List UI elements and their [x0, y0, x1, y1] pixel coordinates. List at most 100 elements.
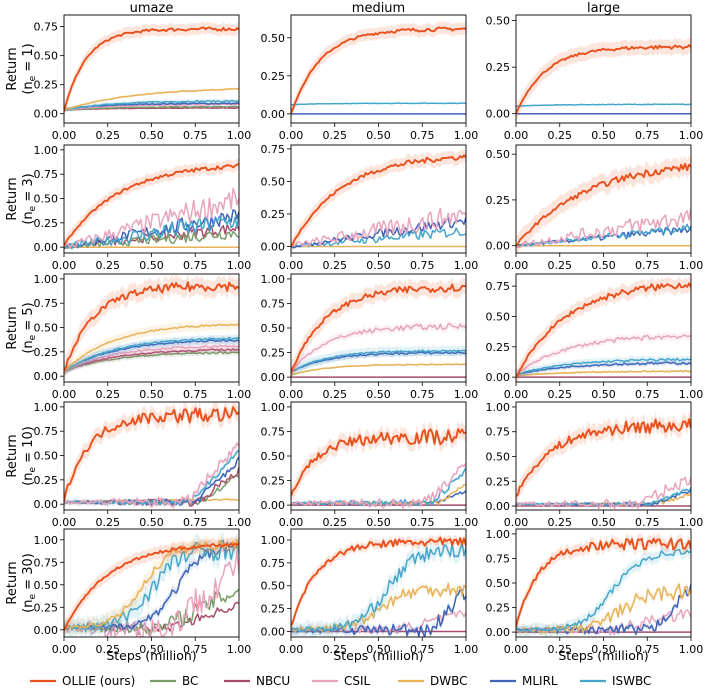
series-line-csil	[64, 442, 239, 508]
x-tick-label: 0.50	[139, 516, 164, 529]
series-line-iswbc	[516, 548, 691, 633]
series-line-ollie-ours-	[516, 418, 691, 498]
band-iswbc	[291, 535, 466, 637]
y-tick-label: 0.25	[34, 346, 59, 359]
x-tick-label: 1.00	[454, 643, 479, 656]
series-line-ollie-ours-	[516, 44, 691, 115]
x-tick-label: 0.25	[96, 129, 121, 142]
x-tick-label: 0.00	[504, 129, 529, 142]
series-line-ollie-ours-	[291, 26, 466, 114]
row-label-4: Return(ne = 10)	[5, 426, 38, 486]
y-tick-label: 1.00	[34, 401, 59, 414]
series-line-ollie-ours-	[64, 281, 239, 371]
x-tick-label: 0.75	[410, 516, 435, 529]
series-line-csil	[64, 344, 239, 373]
panel-umaze-row4: 0.00 0.25 0.50 0.75 1.00 0.00 0.25 0.50 0.75 1.00	[34, 401, 252, 529]
x-tick-label: 0.25	[548, 516, 573, 529]
y-tick-label: 0.25	[486, 602, 511, 615]
series-line-iswbc	[64, 336, 239, 373]
series-line-ollie-ours-	[516, 282, 691, 378]
x-tick-label: 1.00	[227, 388, 252, 401]
x-tick-label: 0.25	[323, 129, 348, 142]
column-title-large: large	[587, 1, 620, 16]
series-line-ollie-ours-	[516, 162, 691, 247]
series-line-dwbc	[291, 363, 466, 376]
column-title-medium: medium	[352, 1, 405, 16]
x-tick-label: 0.00	[279, 643, 304, 656]
series-line-mlirl	[64, 456, 239, 506]
x-tick-label: 1.00	[454, 388, 479, 401]
row-label-1: Return (ne = 1)	[5, 43, 38, 94]
legend-item-dwbc: DWBC	[398, 674, 468, 688]
series-line-csil	[64, 103, 239, 111]
band-bc	[64, 348, 239, 375]
x-tick-label: 0.50	[366, 129, 391, 142]
x-tick-label: 0.25	[96, 388, 121, 401]
x-tick-label: 0.50	[139, 129, 164, 142]
x-tick-label: 0.50	[591, 259, 616, 272]
x-axis-label: Steps (million)	[558, 648, 648, 663]
x-tick-label: 1.00	[679, 516, 704, 529]
x-tick-label: 0.25	[96, 643, 121, 656]
series-line-ollie-ours-	[291, 283, 466, 374]
y-tick-label: 0.25	[486, 475, 511, 488]
series-line-csil	[291, 462, 466, 509]
x-tick-label: 1.00	[227, 129, 252, 142]
y-tick-label: 0.00	[261, 371, 286, 384]
y-tick-label: 0.00	[34, 624, 59, 637]
x-tick-label: 0.25	[96, 516, 121, 529]
x-tick-label: 0.25	[323, 643, 348, 656]
band-iswbc	[291, 465, 466, 508]
series-line-iswbc	[291, 541, 466, 633]
panel-umaze-row2: 0.00 0.25 0.50 0.75 1.00 0.00 0.25 0.50 0.75 1.00	[34, 144, 252, 272]
row-label-sub: (ne = 3)	[21, 173, 38, 224]
band-mlirl	[64, 538, 239, 634]
x-tick-label: 0.25	[548, 643, 573, 656]
band-iswbc	[64, 333, 239, 376]
y-tick-label: 0.00	[261, 626, 286, 639]
band-ollie-ours-	[291, 276, 466, 381]
series-line-bc	[64, 230, 239, 249]
x-tick-label: 0.00	[52, 388, 77, 401]
series-line-csil	[516, 208, 691, 248]
y-tick-label: 0.50	[486, 577, 511, 590]
x-tick-label: 0.00	[279, 516, 304, 529]
band-mlirl	[516, 359, 691, 378]
y-tick-label: 0.50	[34, 322, 59, 335]
y-tick-label: 0.75	[261, 297, 286, 310]
series-line-nbcu	[64, 348, 239, 372]
series-line-mlirl	[291, 351, 466, 373]
band-ollie-ours-	[291, 421, 466, 504]
row-label-3: Return (ne = 5)	[5, 302, 38, 353]
band-ollie-ours-	[64, 402, 239, 509]
y-tick-label: 0.75	[261, 557, 286, 570]
band-ollie-ours-	[291, 21, 466, 120]
series-line-ollie-ours-	[291, 154, 466, 247]
x-tick-label: 0.50	[591, 643, 616, 656]
legend-label: OLLIE (ours)	[62, 674, 135, 688]
legend-item-mlirl: MLIRL	[490, 674, 558, 688]
legend-item-ollie-ours-: OLLIE (ours)	[30, 674, 135, 688]
x-tick-label: 0.50	[591, 516, 616, 529]
row-label-sub: (ne = 30)	[21, 553, 38, 613]
x-tick-label: 0.00	[504, 643, 529, 656]
y-tick-label: 0.75	[261, 143, 286, 156]
series-line-csil	[516, 334, 691, 376]
y-tick-label: 0.00	[486, 500, 511, 513]
x-tick-label: 0.25	[548, 129, 573, 142]
x-tick-label: 1.00	[454, 259, 479, 272]
x-tick-label: 0.50	[139, 388, 164, 401]
panel-large-row2: 0.00 0.25 0.50 0.00 0.25 0.50 0.75 1.00	[486, 144, 703, 272]
x-tick-label: 0.75	[183, 643, 208, 656]
y-tick-label: 1.00	[261, 534, 286, 547]
y-tick-label: 0.25	[34, 217, 59, 230]
y-tick-label: 0.50	[34, 450, 59, 463]
series-line-ollie-ours-	[64, 542, 239, 631]
band-mlirl	[291, 349, 466, 376]
legend-label: MLIRL	[522, 674, 558, 688]
x-tick-label: 0.50	[591, 388, 616, 401]
x-tick-label: 1.00	[227, 516, 252, 529]
x-tick-label: 1.00	[227, 259, 252, 272]
band-iswbc	[291, 345, 466, 378]
legend-label: DWBC	[430, 674, 468, 688]
